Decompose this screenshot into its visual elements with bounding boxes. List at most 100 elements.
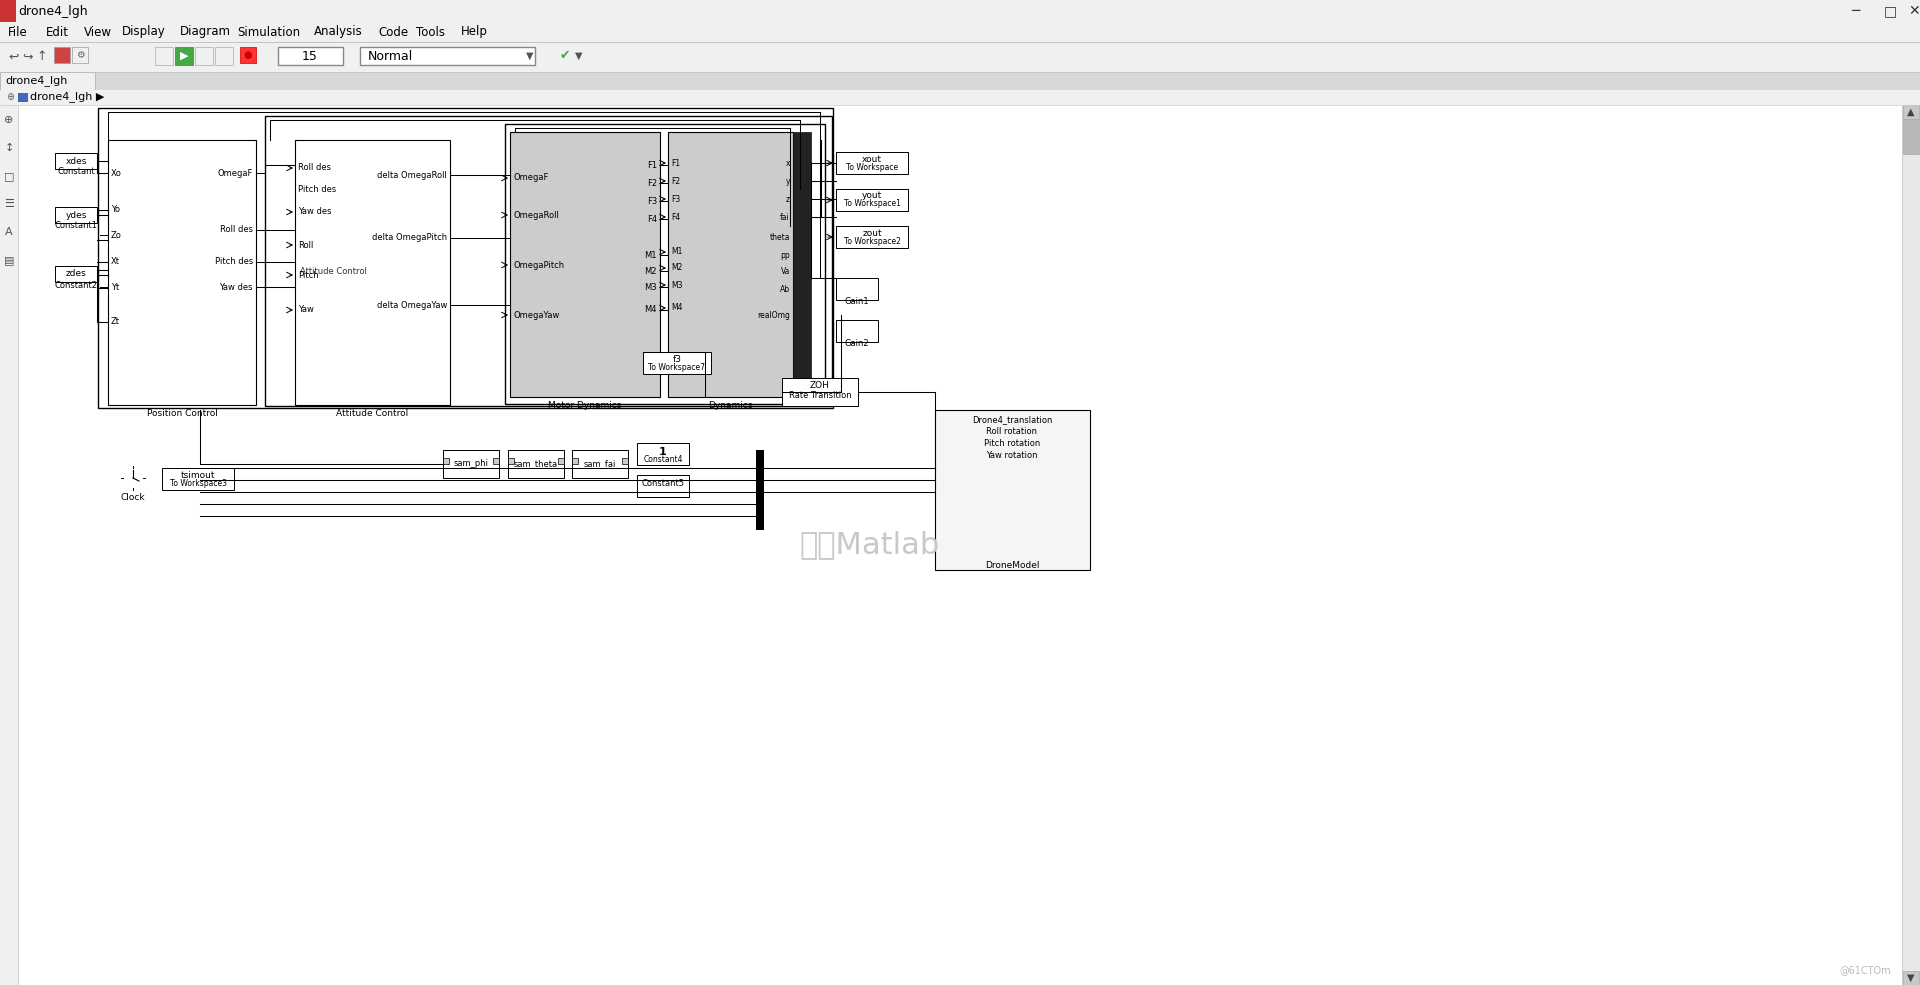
Bar: [98, 108, 833, 408]
Text: Gain2: Gain2: [845, 340, 870, 349]
Text: Dynamics: Dynamics: [708, 401, 753, 410]
Polygon shape: [1010, 500, 1025, 560]
Text: realOmg: realOmg: [756, 310, 789, 319]
Bar: [0, 72, 94, 90]
Text: Help: Help: [461, 26, 488, 38]
Text: Yaw: Yaw: [298, 305, 313, 314]
Text: Gain1: Gain1: [845, 297, 870, 306]
Text: ▼: ▼: [574, 51, 582, 61]
Bar: [756, 450, 764, 530]
Circle shape: [6, 92, 15, 102]
Text: ↑: ↑: [36, 50, 46, 63]
Text: Clock: Clock: [121, 493, 146, 502]
Text: delta OmegaYaw: delta OmegaYaw: [376, 300, 447, 309]
Bar: [1903, 105, 1920, 985]
Bar: [161, 468, 234, 490]
Bar: [54, 47, 69, 63]
Text: M1: M1: [645, 250, 657, 259]
Bar: [156, 47, 173, 65]
Text: Yo: Yo: [111, 206, 119, 215]
Text: zdes: zdes: [65, 270, 86, 279]
Text: ▼: ▼: [526, 51, 534, 61]
Bar: [493, 458, 499, 464]
Ellipse shape: [952, 488, 1008, 543]
Text: Yaw rotation: Yaw rotation: [987, 451, 1037, 461]
Bar: [196, 47, 213, 65]
Text: @61CTOm: @61CTOm: [1839, 965, 1891, 975]
Bar: [1903, 119, 1918, 154]
Text: pp: pp: [780, 250, 789, 259]
Bar: [1903, 971, 1918, 985]
Text: Code: Code: [378, 26, 409, 38]
Bar: [17, 105, 1903, 985]
Text: Constant: Constant: [58, 167, 94, 176]
Bar: [361, 47, 536, 65]
Polygon shape: [839, 280, 876, 298]
Text: ▤: ▤: [4, 255, 13, 265]
Bar: [175, 47, 194, 65]
Text: Attitude Control: Attitude Control: [300, 268, 367, 277]
Bar: [572, 450, 628, 478]
Bar: [835, 189, 908, 211]
Text: F1: F1: [647, 161, 657, 169]
Text: Xt: Xt: [111, 257, 119, 267]
Text: OmegaYaw: OmegaYaw: [513, 310, 559, 319]
Bar: [637, 443, 689, 465]
Bar: [622, 458, 628, 464]
Text: delta OmegaPitch: delta OmegaPitch: [372, 233, 447, 242]
Text: Zo: Zo: [111, 230, 121, 239]
Text: To Workspace: To Workspace: [847, 163, 899, 171]
Text: M4: M4: [645, 305, 657, 314]
Text: Normal: Normal: [369, 49, 413, 62]
Text: Ab: Ab: [780, 286, 789, 295]
Text: Display: Display: [123, 26, 165, 38]
Text: ✔: ✔: [561, 49, 570, 62]
Text: sam_fai: sam_fai: [584, 459, 616, 469]
Text: Roll des: Roll des: [221, 226, 253, 234]
Text: x: x: [785, 159, 789, 167]
Bar: [73, 47, 88, 63]
Text: Drone4_translation: Drone4_translation: [972, 416, 1052, 425]
Text: Constant1: Constant1: [54, 222, 98, 230]
Bar: [240, 47, 255, 63]
Text: ZOH: ZOH: [810, 381, 829, 390]
Text: drone4_lgh: drone4_lgh: [6, 76, 67, 87]
Text: Constant2: Constant2: [54, 281, 98, 290]
Text: To Workspace3: To Workspace3: [169, 480, 227, 489]
Bar: [108, 140, 255, 405]
Text: ☰: ☰: [4, 199, 13, 209]
Text: Position Control: Position Control: [146, 409, 217, 418]
Text: drone4_lgh ▶: drone4_lgh ▶: [31, 92, 104, 102]
Bar: [56, 207, 98, 223]
Bar: [0, 105, 17, 985]
Text: Tools: Tools: [417, 26, 445, 38]
Text: File: File: [8, 26, 27, 38]
Bar: [637, 475, 689, 497]
Bar: [505, 124, 826, 404]
Text: Yaw des: Yaw des: [219, 283, 253, 292]
Text: F4: F4: [647, 215, 657, 224]
Text: M3: M3: [645, 283, 657, 292]
Bar: [793, 132, 810, 397]
Text: Pitch des: Pitch des: [298, 185, 336, 194]
Text: Pitch rotation: Pitch rotation: [983, 439, 1041, 448]
Bar: [511, 132, 660, 397]
Text: Xo: Xo: [111, 168, 121, 177]
Text: OmegaPitch: OmegaPitch: [513, 260, 564, 270]
Text: delta OmegaRoll: delta OmegaRoll: [376, 170, 447, 179]
Bar: [17, 93, 29, 102]
Text: Pitch: Pitch: [298, 271, 319, 280]
Text: Roll rotation: Roll rotation: [987, 427, 1037, 436]
Text: Rate Transition: Rate Transition: [789, 390, 851, 400]
Bar: [296, 140, 449, 405]
Text: fai: fai: [780, 213, 789, 222]
Bar: [935, 410, 1091, 570]
Bar: [0, 42, 1920, 72]
Text: y: y: [785, 176, 789, 185]
Text: F3: F3: [647, 196, 657, 206]
Bar: [0, 0, 1920, 22]
Text: View: View: [84, 26, 111, 38]
Text: ●: ●: [244, 50, 252, 60]
Polygon shape: [1010, 485, 1069, 515]
Text: □: □: [4, 171, 13, 181]
